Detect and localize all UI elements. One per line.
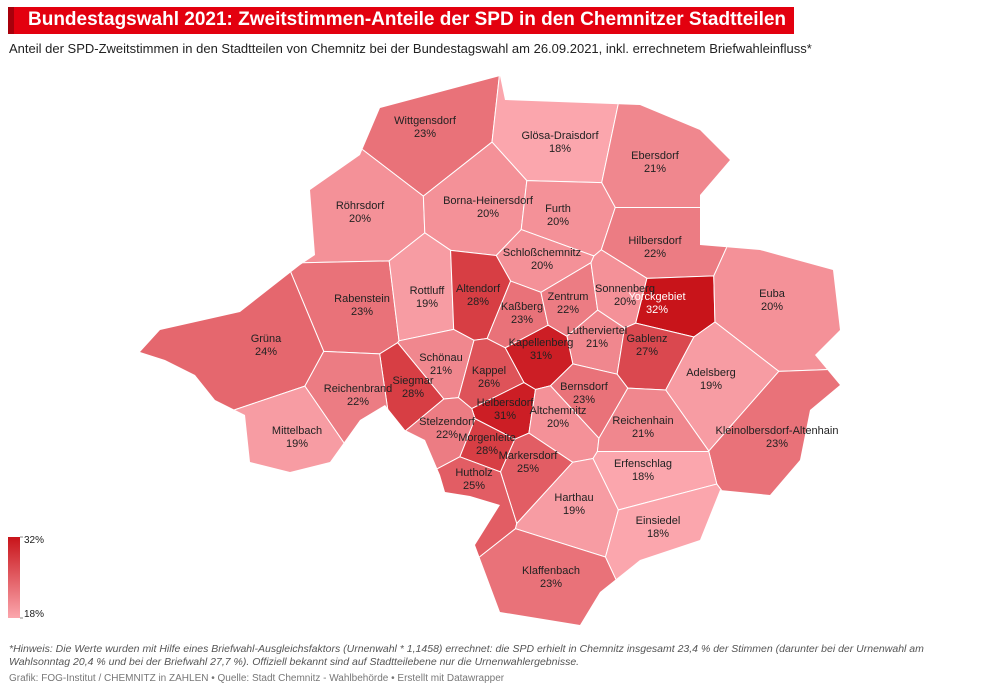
district-value: 19% (563, 505, 585, 517)
legend-label: 32% (24, 535, 44, 546)
district-name: Stelzendorf (419, 416, 476, 428)
district-name: Kleinolbersdorf-Altenhain (716, 425, 839, 437)
district-value: 23% (540, 578, 562, 590)
district-value: 25% (517, 463, 539, 475)
district-value: 21% (632, 428, 654, 440)
district-name: Altchemnitz (530, 405, 587, 417)
district-name: Kapellenberg (509, 337, 574, 349)
district-name: Bernsdorf (560, 381, 609, 393)
district-name: Reichenhain (612, 415, 673, 427)
district (604, 483, 836, 625)
district-name: Klaffenbach (522, 565, 580, 577)
district-name: Helbersdorf (477, 397, 535, 409)
district-name: Yorckgebiet (628, 291, 685, 303)
subtitle: Anteil der SPD-Zweitstimmen in den Stadt… (9, 41, 812, 56)
district-value: 18% (549, 143, 571, 155)
legend-label: 18% (24, 609, 44, 620)
district-name: Rabenstein (334, 293, 390, 305)
district-name: Kappel (472, 365, 506, 377)
district-value: 22% (644, 248, 666, 260)
district-value: 23% (766, 438, 788, 450)
district-value: 20% (349, 213, 371, 225)
district-name: Erfenschlag (614, 458, 672, 470)
district-value: 23% (351, 306, 373, 318)
legend-gradient (8, 537, 20, 618)
district-value: 20% (547, 418, 569, 430)
district (601, 76, 840, 208)
district-name: Sonnenberg (595, 283, 655, 295)
district-name: Glösa-Draisdorf (521, 130, 599, 142)
district-name: Lutherviertel (567, 325, 628, 337)
district-value: 18% (632, 471, 654, 483)
district-value: 21% (586, 338, 608, 350)
district-name: Borna-Heinersdorf (443, 195, 534, 207)
district-value: 28% (402, 388, 424, 400)
district-name: Ebersdorf (631, 150, 680, 162)
district-name: Hutholz (455, 467, 492, 479)
district-name: Euba (759, 288, 786, 300)
district-value: 22% (436, 429, 458, 441)
legend: 32% 18% (20, 535, 44, 620)
district-value: 20% (614, 296, 636, 308)
district-name: Morgenleite (458, 432, 515, 444)
district-value: 21% (430, 365, 452, 377)
district-name: Einsiedel (636, 515, 681, 527)
district-name: Mittelbach (272, 425, 322, 437)
district-name: Altendorf (456, 283, 501, 295)
district-value: 20% (761, 301, 783, 313)
district-name: Schloßchemnitz (503, 247, 581, 259)
district-name: Rottluff (410, 285, 446, 297)
district-value: 19% (700, 380, 722, 392)
district-value: 20% (531, 260, 553, 272)
district-name: Schönau (419, 352, 462, 364)
district-value: 18% (647, 528, 669, 540)
district-value: 20% (477, 208, 499, 220)
district-name: Röhrsdorf (336, 200, 385, 212)
district-value: 19% (416, 298, 438, 310)
district-name: Gablenz (627, 333, 668, 345)
district-value: 32% (646, 304, 668, 316)
district-value: 27% (636, 346, 658, 358)
district-value: 21% (644, 163, 666, 175)
district-name: Reichenbrand (324, 383, 393, 395)
district-value: 23% (573, 394, 595, 406)
district-value: 24% (255, 346, 277, 358)
district-name: Wittgensdorf (394, 115, 457, 127)
district-value: 28% (476, 445, 498, 457)
title: Bundestagswahl 2021: Zweitstimmen-Anteil… (8, 7, 795, 34)
district-name: Markersdorf (499, 450, 559, 462)
district-name: Kaßberg (501, 301, 543, 313)
district-value: 22% (347, 396, 369, 408)
district-value: 20% (547, 216, 569, 228)
district (140, 76, 426, 264)
district-name: Hilbersdorf (628, 235, 682, 247)
district-value: 25% (463, 480, 485, 492)
district-value: 31% (530, 350, 552, 362)
district-value: 19% (286, 438, 308, 450)
district-value: 23% (511, 314, 533, 326)
district-name: Adelsberg (686, 367, 736, 379)
district-value: 22% (557, 304, 579, 316)
district-name: Harthau (554, 492, 593, 504)
district-value: 26% (478, 378, 500, 390)
source: Grafik: FOG-Institut / CHEMNITZ in ZAHLE… (9, 673, 505, 684)
district-name: Siegmar (393, 375, 434, 387)
district-name: Zentrum (548, 291, 589, 303)
district-name: Furth (545, 203, 571, 215)
district-value: 31% (494, 410, 516, 422)
district (713, 76, 840, 372)
footnote: *Hinweis: Die Werte wurden mit Hilfe ein… (9, 643, 924, 668)
regions (140, 76, 840, 625)
district-value: 23% (414, 128, 436, 140)
district-value: 28% (467, 296, 489, 308)
district-name: Grüna (251, 333, 282, 345)
